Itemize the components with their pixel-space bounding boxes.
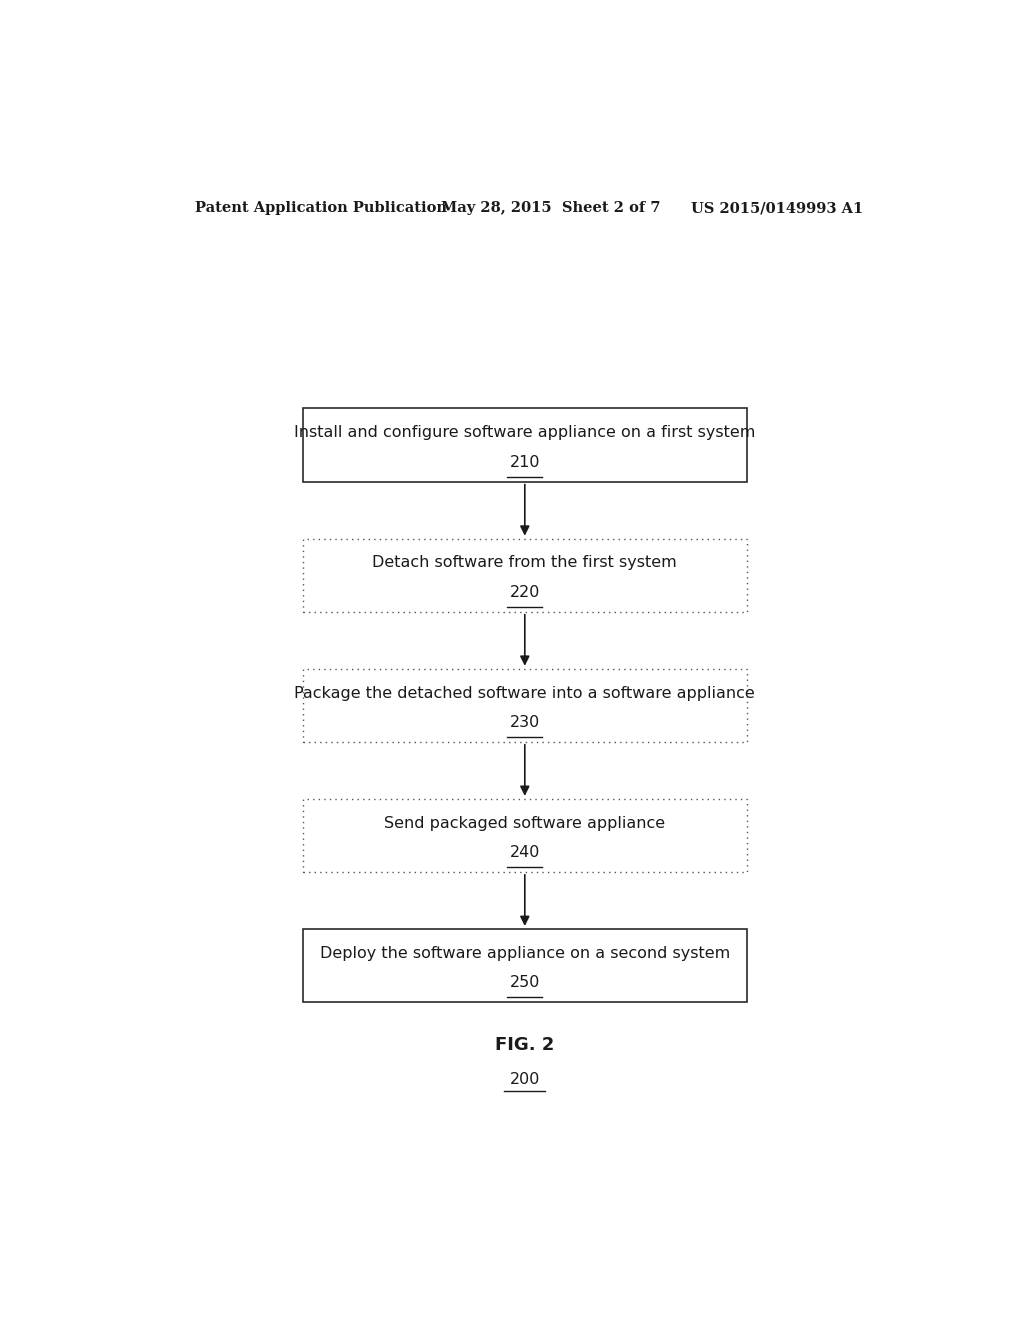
Text: 220: 220: [510, 585, 540, 599]
Bar: [303, 929, 748, 1002]
Bar: [303, 408, 748, 482]
Text: May 28, 2015  Sheet 2 of 7: May 28, 2015 Sheet 2 of 7: [441, 201, 660, 215]
Text: Send packaged software appliance: Send packaged software appliance: [384, 816, 666, 830]
Text: Patent Application Publication: Patent Application Publication: [196, 201, 447, 215]
Bar: [303, 799, 748, 873]
Text: 240: 240: [510, 845, 540, 861]
Text: 200: 200: [510, 1072, 540, 1086]
Text: Install and configure software appliance on a first system: Install and configure software appliance…: [294, 425, 756, 441]
Text: Deploy the software appliance on a second system: Deploy the software appliance on a secon…: [319, 945, 730, 961]
Text: Detach software from the first system: Detach software from the first system: [373, 556, 677, 570]
Bar: [303, 539, 748, 611]
Text: FIG. 2: FIG. 2: [496, 1036, 554, 1053]
Text: Package the detached software into a software appliance: Package the detached software into a sof…: [295, 685, 755, 701]
Bar: [303, 669, 748, 742]
Text: 230: 230: [510, 715, 540, 730]
Text: 250: 250: [510, 975, 540, 990]
Text: 210: 210: [510, 455, 540, 470]
Text: US 2015/0149993 A1: US 2015/0149993 A1: [691, 201, 863, 215]
